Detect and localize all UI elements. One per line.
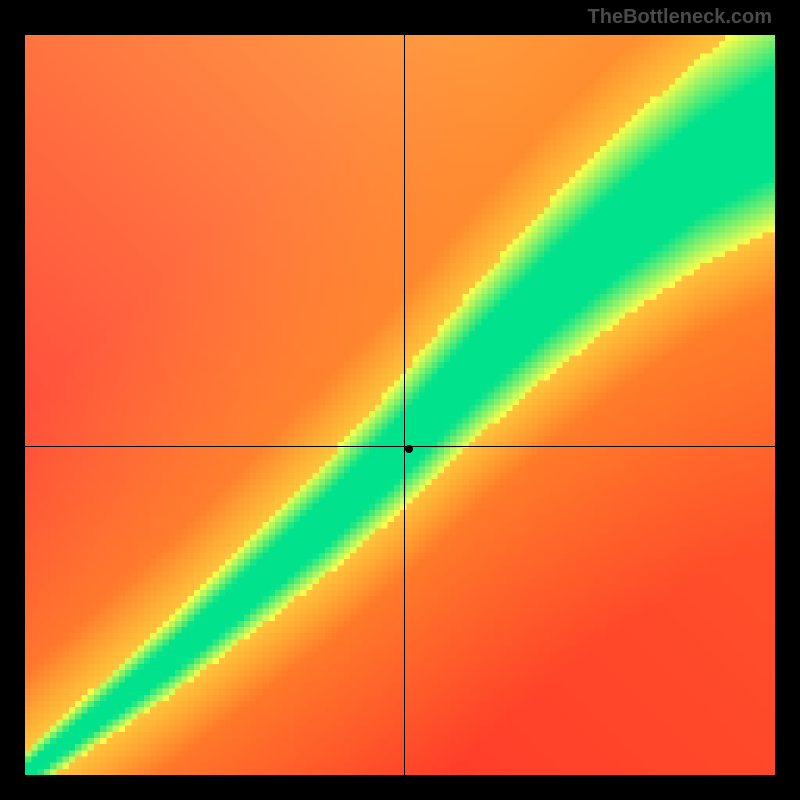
heatmap-canvas (25, 35, 775, 775)
attribution-text: TheBottleneck.com (588, 6, 772, 29)
heatmap-chart (25, 35, 775, 775)
